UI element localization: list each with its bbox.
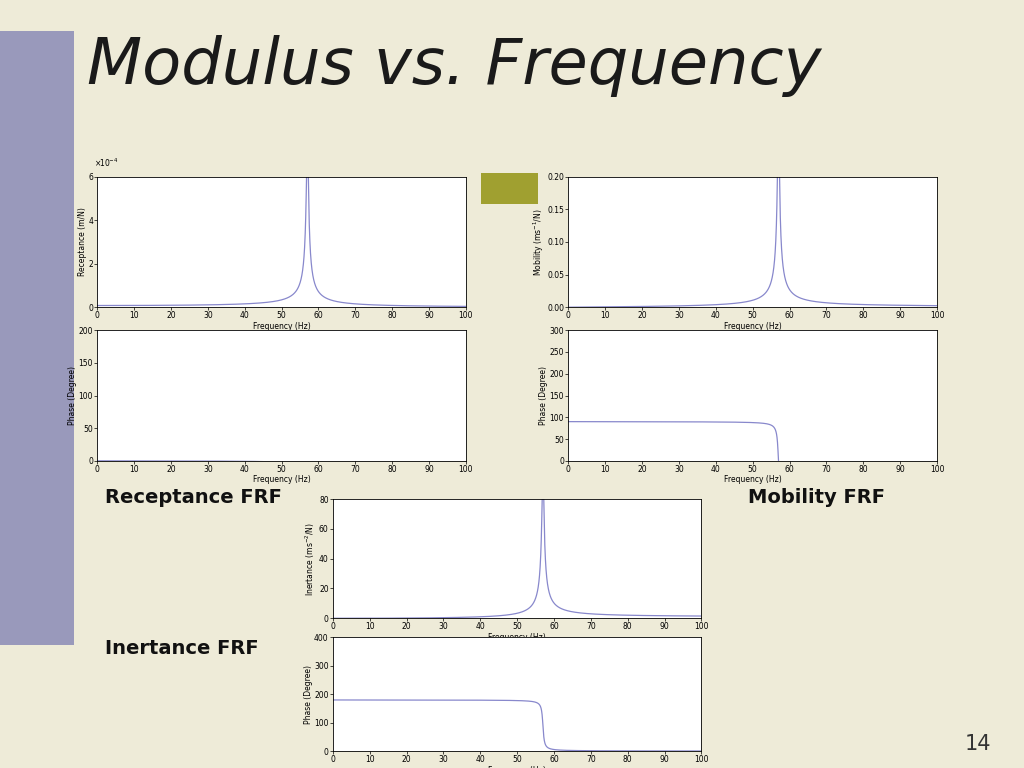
Text: Receptance FRF: Receptance FRF	[105, 488, 283, 507]
Text: Modulus vs. Frequency: Modulus vs. Frequency	[87, 35, 821, 97]
X-axis label: Frequency (Hz): Frequency (Hz)	[724, 475, 781, 485]
X-axis label: Frequency (Hz): Frequency (Hz)	[724, 322, 781, 331]
Text: 14: 14	[965, 734, 991, 754]
X-axis label: Frequency (Hz): Frequency (Hz)	[488, 633, 546, 642]
Text: $\times\!10^{-4}$: $\times\!10^{-4}$	[93, 157, 118, 169]
Y-axis label: Receptance (m/N): Receptance (m/N)	[78, 207, 87, 276]
X-axis label: Frequency (Hz): Frequency (Hz)	[253, 475, 310, 485]
Y-axis label: Phase (Degree): Phase (Degree)	[69, 366, 77, 425]
Y-axis label: Inertance (ms$^{-2}$/N): Inertance (ms$^{-2}$/N)	[304, 521, 317, 596]
Text: Mobility FRF: Mobility FRF	[748, 488, 885, 507]
Y-axis label: Phase (Degree): Phase (Degree)	[540, 366, 548, 425]
X-axis label: Frequency (Hz): Frequency (Hz)	[253, 322, 310, 331]
Text: Inertance FRF: Inertance FRF	[105, 639, 259, 658]
Y-axis label: Phase (Degree): Phase (Degree)	[304, 665, 312, 723]
Y-axis label: Mobility (ms$^{-1}$/N): Mobility (ms$^{-1}$/N)	[531, 208, 546, 276]
X-axis label: Frequency (Hz): Frequency (Hz)	[488, 766, 546, 768]
